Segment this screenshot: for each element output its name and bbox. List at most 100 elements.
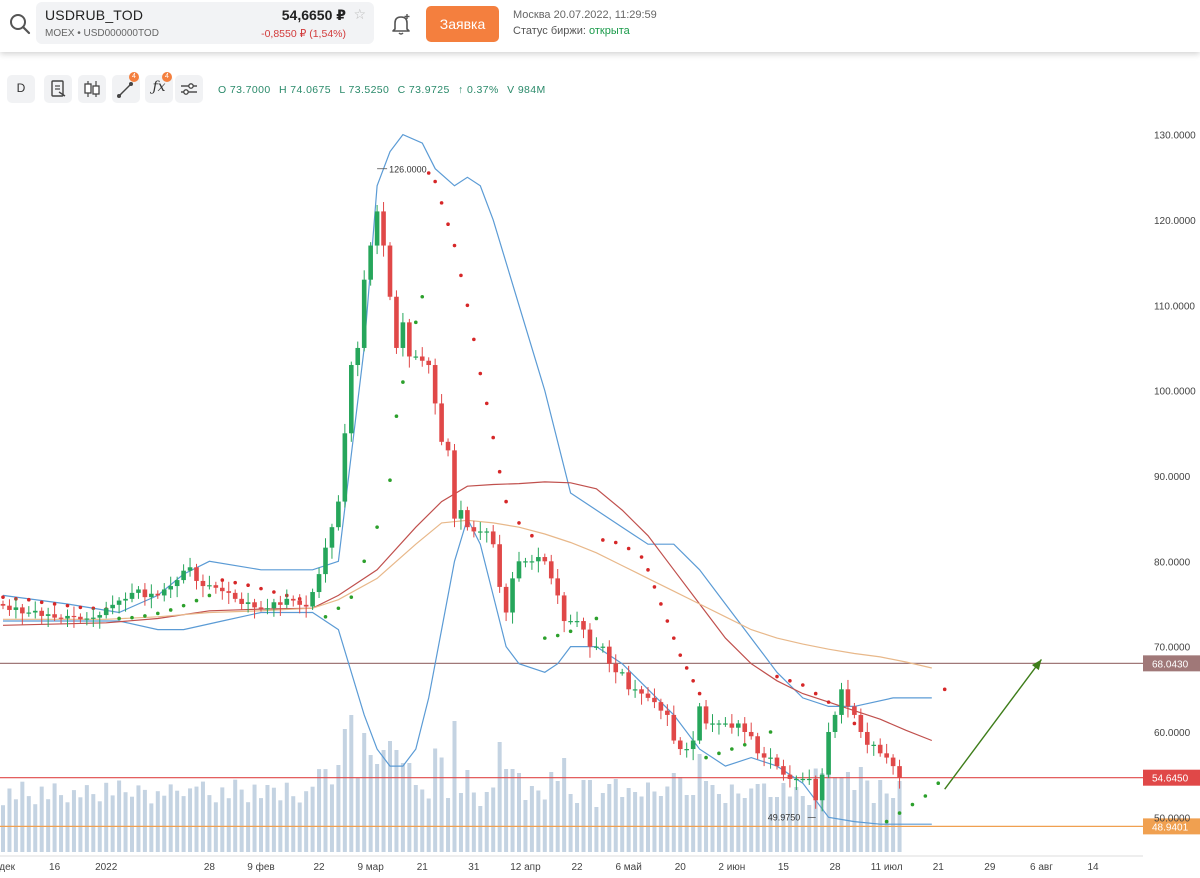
psar-dot — [826, 700, 831, 704]
candle-body — [407, 322, 412, 357]
psar-dot — [246, 583, 250, 588]
market-status-label: Статус биржи: — [513, 25, 586, 37]
volume-bar — [452, 721, 457, 852]
candle-body — [329, 527, 335, 548]
candle-body — [858, 714, 864, 732]
time-tick-label: 20 — [675, 862, 687, 873]
bell-plus-icon[interactable] — [390, 12, 412, 36]
volume-bar — [175, 790, 180, 852]
volume-bar — [646, 782, 650, 852]
candle-body — [174, 580, 180, 587]
order-button[interactable]: Заявка — [426, 6, 499, 42]
candle-body — [742, 723, 748, 732]
volume-bar — [697, 754, 702, 852]
interval-selector[interactable]: D — [7, 75, 35, 103]
time-tick-label: 29 — [984, 862, 996, 873]
psar-dot — [530, 533, 534, 538]
candle-body — [136, 589, 141, 593]
ohlc-high: H 74.0675 — [278, 84, 332, 96]
volume-bar — [304, 791, 309, 852]
time-tick-label: 2 июн — [718, 862, 745, 873]
candle-body — [529, 561, 535, 563]
volume-bar — [781, 783, 786, 852]
indicators-icon[interactable]: ƒx 4 — [145, 72, 173, 103]
psar-dot — [433, 179, 437, 184]
interval-label: D — [16, 81, 26, 95]
ticker-symbol: USDRUB_TOD — [45, 7, 144, 23]
volume-bar — [155, 791, 160, 852]
volume-bar — [626, 788, 631, 852]
candle-body — [168, 586, 173, 590]
price-axis: 130.0000 120.0000 110.0000 100.0000 90.0000 8… — [1154, 131, 1196, 825]
volume-bar — [639, 796, 644, 852]
psar-dot — [568, 629, 573, 634]
time-tick-label: 6 май — [615, 862, 641, 873]
volume-bars — [1, 715, 902, 852]
top-bar: USDRUB_TOD MOEX • USD000000TOD 54,6650 ₽… — [0, 0, 1200, 52]
candle-body — [258, 607, 264, 609]
candle-body — [581, 621, 586, 630]
candle-body — [619, 672, 625, 674]
psar-dot — [220, 578, 225, 582]
candle-body — [813, 778, 818, 801]
candle-body — [207, 585, 212, 587]
candle-body — [748, 731, 754, 737]
horizontal-levels: 68.0430 54.6450 48.9401 — [0, 655, 1200, 835]
ohlc-low: L 73.5250 — [339, 84, 390, 96]
psar-dot — [646, 568, 650, 572]
psar-dot — [168, 608, 173, 612]
volume-bar — [33, 804, 38, 852]
price-tick-label: 100.0000 — [1154, 387, 1196, 398]
market-status-value: открыта — [589, 25, 630, 37]
candle-body — [710, 723, 715, 725]
volume-bar — [845, 772, 850, 852]
candles-icon[interactable] — [78, 75, 106, 103]
time-tick-label: 11 июл — [871, 862, 903, 873]
ohlc-change: ↑ 0.37% — [458, 84, 499, 96]
volume-bar — [26, 796, 31, 852]
psar-dot — [936, 781, 941, 785]
volume-bar — [355, 778, 360, 852]
candle-body — [890, 757, 896, 767]
psar-dot — [181, 603, 186, 608]
volume-bar — [252, 784, 257, 852]
candle-body — [303, 604, 309, 607]
volume-bar — [1, 805, 5, 852]
candle-body — [761, 753, 767, 758]
chart-toolbar: D 4 ƒx 4 O 73.7000 H 74.0675 L 73.5250 C… — [0, 72, 1140, 105]
star-icon[interactable]: ☆ — [353, 6, 366, 22]
ticker-exchange-code: MOEX • USD000000TOD — [45, 28, 159, 39]
volume-bar — [336, 765, 341, 852]
indicator-line — [3, 519, 932, 669]
time-tick-label: 16 — [49, 862, 61, 873]
psar-dot — [672, 636, 676, 640]
candle-body — [220, 587, 225, 592]
volume-bar — [110, 795, 115, 852]
volume-bar — [265, 785, 270, 852]
price-level-tag — [1143, 818, 1200, 835]
ticker-card[interactable]: USDRUB_TOD MOEX • USD000000TOD 54,6650 ₽… — [36, 2, 374, 44]
psar-dot — [233, 580, 237, 585]
psar-dot — [65, 603, 70, 608]
volume-bar — [297, 802, 302, 852]
candle-body — [865, 731, 870, 745]
volume-bar — [226, 798, 231, 852]
psar-dot — [555, 633, 560, 638]
drawing-tools-icon[interactable]: 4 — [112, 72, 140, 103]
candle-body — [677, 740, 683, 750]
settings-sliders-icon[interactable] — [175, 75, 203, 103]
clipboard-icon[interactable] — [44, 75, 72, 103]
high-label: 126.0000 — [389, 165, 427, 175]
candle-body — [129, 592, 135, 599]
volume-bar — [652, 791, 657, 852]
candle-body — [607, 646, 612, 664]
price-tick-label: 110.0000 — [1154, 301, 1195, 312]
time-axis: 6 дек 16 2022 28 9 фев 22 9 мар 21 31 12 апр 22 6 м… — [0, 855, 1143, 873]
volume-bar — [800, 796, 805, 852]
candle-body — [323, 547, 328, 575]
candle-body — [297, 600, 302, 605]
price-tick-label: 50.0000 — [1154, 813, 1191, 824]
candle-body — [387, 245, 393, 297]
search-icon[interactable] — [8, 12, 32, 36]
